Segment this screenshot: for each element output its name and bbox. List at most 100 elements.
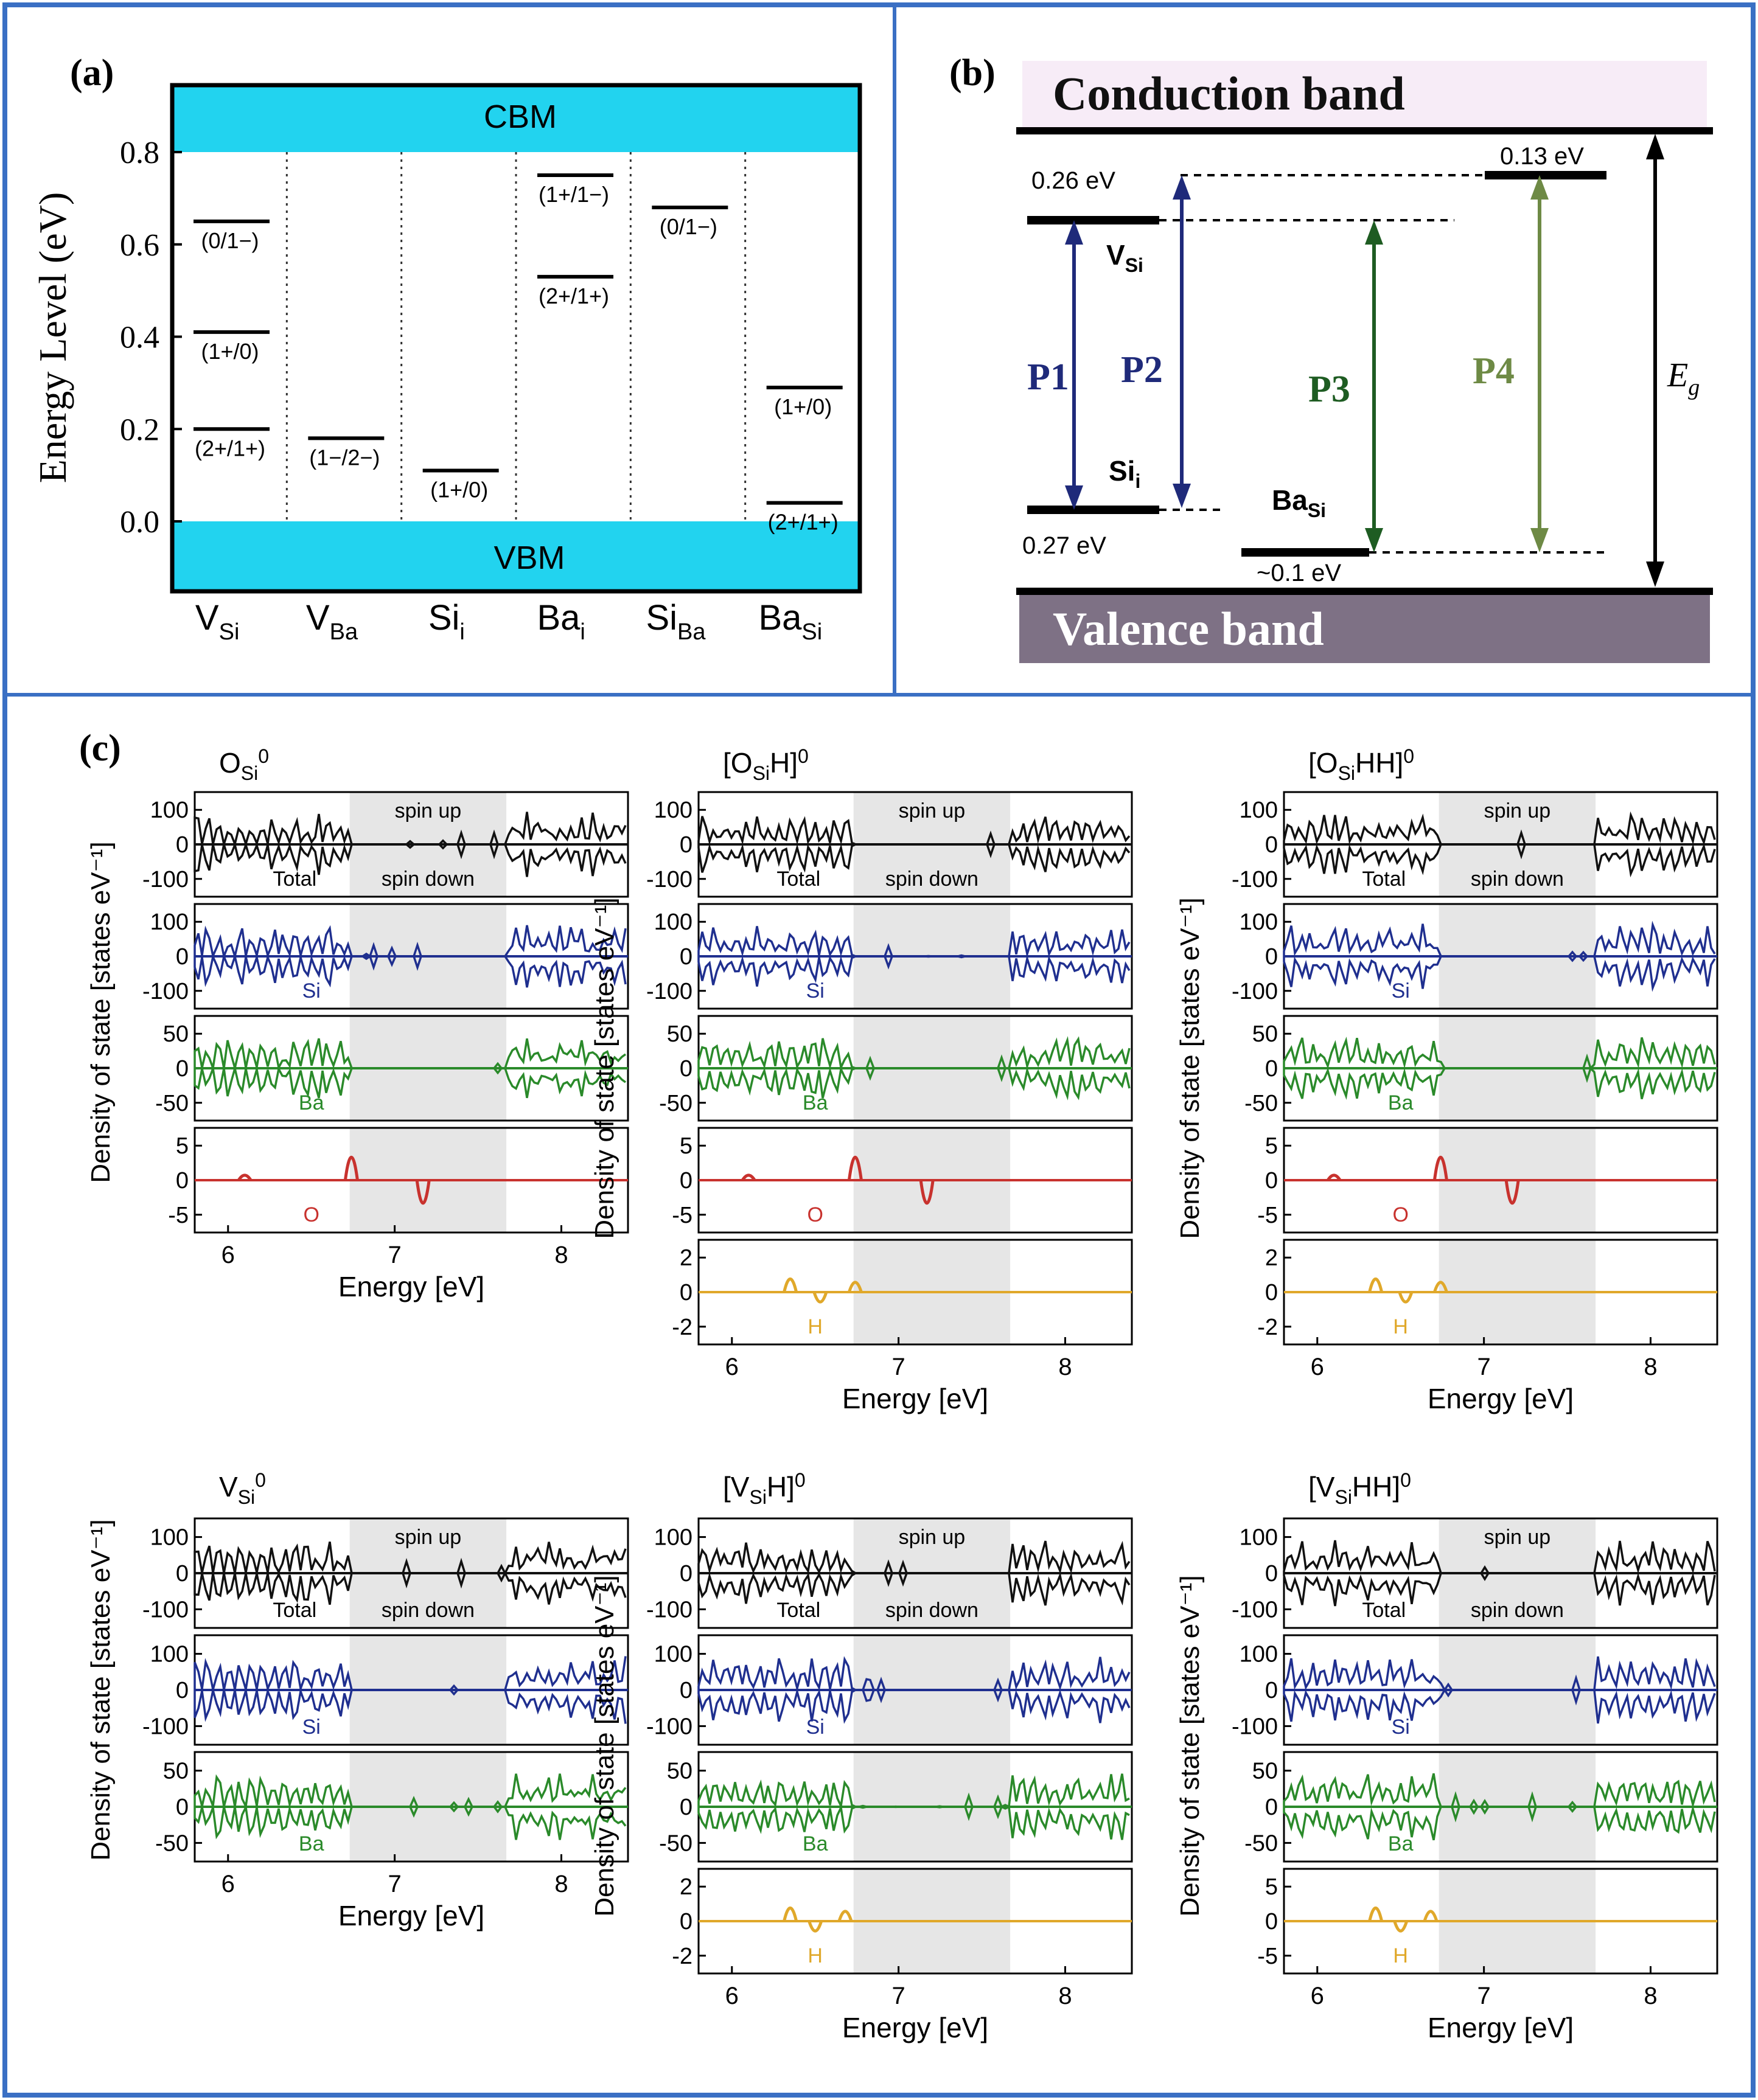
dos-ytick: 0 — [1265, 1561, 1278, 1587]
dos-xtick: 6 — [725, 1983, 739, 2009]
dos-ytick: 100 — [654, 798, 692, 823]
eg-arrow — [1646, 134, 1664, 587]
dos-xlabel: Energy [eV] — [1428, 1383, 1574, 1414]
dos-ytick: 5 — [176, 1133, 189, 1159]
dos-ytick: -100 — [1232, 1597, 1278, 1622]
dos-ytick: 2 — [680, 1245, 692, 1271]
dos-curve-down — [194, 1804, 627, 1840]
dos-ytick: 0 — [176, 1168, 189, 1194]
valence-band-box — [1019, 591, 1710, 663]
dos-species-label: Si — [302, 1716, 321, 1739]
dos-curve-down — [194, 952, 627, 988]
dos-total-label: Total — [1362, 867, 1406, 891]
dos-curve-up — [194, 812, 627, 848]
dos-species-label: Ba — [1388, 1832, 1414, 1855]
dos-ytick: -2 — [672, 1315, 692, 1340]
dos-species-label: Si — [806, 1716, 825, 1739]
dos-ytick: 50 — [667, 1759, 692, 1784]
dos-ytick: 50 — [163, 1021, 189, 1047]
dos-ytick: -100 — [142, 867, 189, 892]
p1-label: P1 — [1027, 356, 1069, 398]
dos-xtick: 8 — [1058, 1983, 1072, 2009]
dos-ytick: 0 — [680, 1795, 692, 1820]
dos-ytick: 100 — [1240, 1525, 1278, 1551]
category-label: Sii — [428, 598, 465, 645]
dos-ytick: 0 — [1265, 1795, 1278, 1820]
dos-plot: [VSiH]0 100 0 -100 Total spin up spin down 100 0… — [590, 1469, 1133, 2043]
dos-species-label: H — [807, 1315, 823, 1338]
dos-xtick: 7 — [388, 1242, 401, 1268]
dos-spin-down-label: spin down — [885, 867, 978, 891]
dos-curve-down — [1283, 843, 1716, 878]
dos-xtick: 6 — [1311, 1354, 1324, 1380]
category-label: VSi — [195, 598, 239, 645]
dos-species-label: H — [807, 1944, 823, 1967]
dos-ytick: 50 — [1252, 1759, 1278, 1784]
dos-ytick: -100 — [646, 1597, 692, 1622]
p3-label: P3 — [1308, 369, 1350, 410]
dos-ytick: 0 — [176, 832, 189, 858]
conduction-band-box — [1022, 61, 1707, 128]
dos-ylabel: Density of state [states eV⁻¹] — [590, 1575, 619, 1916]
dos-species-label: O — [303, 1203, 319, 1226]
cbm-label: CBM — [484, 99, 557, 135]
dos-xtick: 7 — [1477, 1983, 1490, 2009]
dos-spin-up-label: spin up — [899, 1526, 966, 1549]
dos-ytick: 100 — [150, 909, 189, 935]
level-label: (2+/1+) — [768, 510, 839, 535]
dos-curve-down — [1283, 1572, 1716, 1607]
level-label: (0/1−) — [201, 228, 259, 253]
panel-a-levels: (0/1−) (1+/0) (2+/1+) (1−/2−) (1+/0) (1+/1−) (… — [194, 173, 843, 535]
dos-curve-down — [194, 1066, 627, 1099]
dos-ytick: 0 — [176, 1561, 189, 1587]
level-label: (1+/0) — [774, 394, 832, 419]
dos-curve-down — [1283, 1688, 1716, 1724]
dos-xtick: 8 — [1644, 1983, 1657, 2009]
dos-plot-title: [VSiHH]0 — [1308, 1469, 1411, 1508]
vbm-band — [172, 521, 860, 591]
dos-xlabel: Energy [eV] — [1428, 2012, 1574, 2043]
dos-peak — [415, 1180, 431, 1205]
dos-ytick: 2 — [680, 1874, 692, 1900]
valence-band-label: Valence band — [1053, 602, 1324, 655]
dos-curve-down — [1283, 1066, 1716, 1100]
dos-xtick: 6 — [1311, 1983, 1324, 2009]
e-026: 0.26 eV — [1031, 167, 1115, 194]
dos-ytick: 0 — [176, 944, 189, 970]
dos-ytick: 100 — [150, 1525, 189, 1551]
dos-curve-down — [697, 954, 1131, 987]
dos-plot: [VSiHH]0 100 0 -100 Total spin up spin down 100… — [1175, 1469, 1718, 2043]
dos-ytick: -2 — [1257, 1315, 1278, 1340]
dos-plot: [OSiH]0 100 0 -100 Total spin up spin down 100 0… — [590, 745, 1133, 1414]
dos-ytick: -100 — [1232, 867, 1278, 892]
level-label: (2+/1+) — [539, 283, 609, 308]
conduction-band-label: Conduction band — [1053, 67, 1405, 120]
dos-total-label: Total — [273, 867, 316, 891]
dos-ytick: -50 — [659, 1831, 692, 1856]
dos-plot-title: [OSiHH]0 — [1308, 745, 1414, 784]
dos-ytick: 100 — [1240, 798, 1278, 823]
p4-arrow — [1530, 175, 1549, 552]
dos-peak — [1504, 1180, 1520, 1205]
dos-ytick: 5 — [1265, 1874, 1278, 1900]
dos-peak — [812, 1292, 828, 1304]
dos-species-label: Si — [806, 979, 825, 1003]
dos-ytick: 100 — [1240, 1642, 1278, 1667]
dos-ylabel: Density of state [states eV⁻¹] — [1175, 1575, 1205, 1916]
dos-ytick: -100 — [142, 979, 189, 1004]
panel-b-label: (b) — [949, 52, 996, 94]
dos-spin-up-label: spin up — [395, 799, 462, 822]
vsi-label: VSi — [1106, 239, 1143, 276]
dos-ytick: -5 — [1257, 1203, 1278, 1228]
dos-peak — [783, 1907, 798, 1922]
panel-a-ytick: 0.4 — [120, 321, 159, 355]
dos-ytick: -50 — [155, 1831, 189, 1856]
dos-spin-up-label: spin up — [1484, 1526, 1551, 1549]
dos-ytick: -5 — [672, 1203, 692, 1228]
dos-ytick: 0 — [1265, 1280, 1278, 1306]
p2-arrow — [1173, 175, 1191, 508]
dos-xtick: 8 — [1058, 1354, 1072, 1380]
category-label: BaSi — [758, 598, 822, 645]
dos-peak — [1423, 1910, 1439, 1922]
